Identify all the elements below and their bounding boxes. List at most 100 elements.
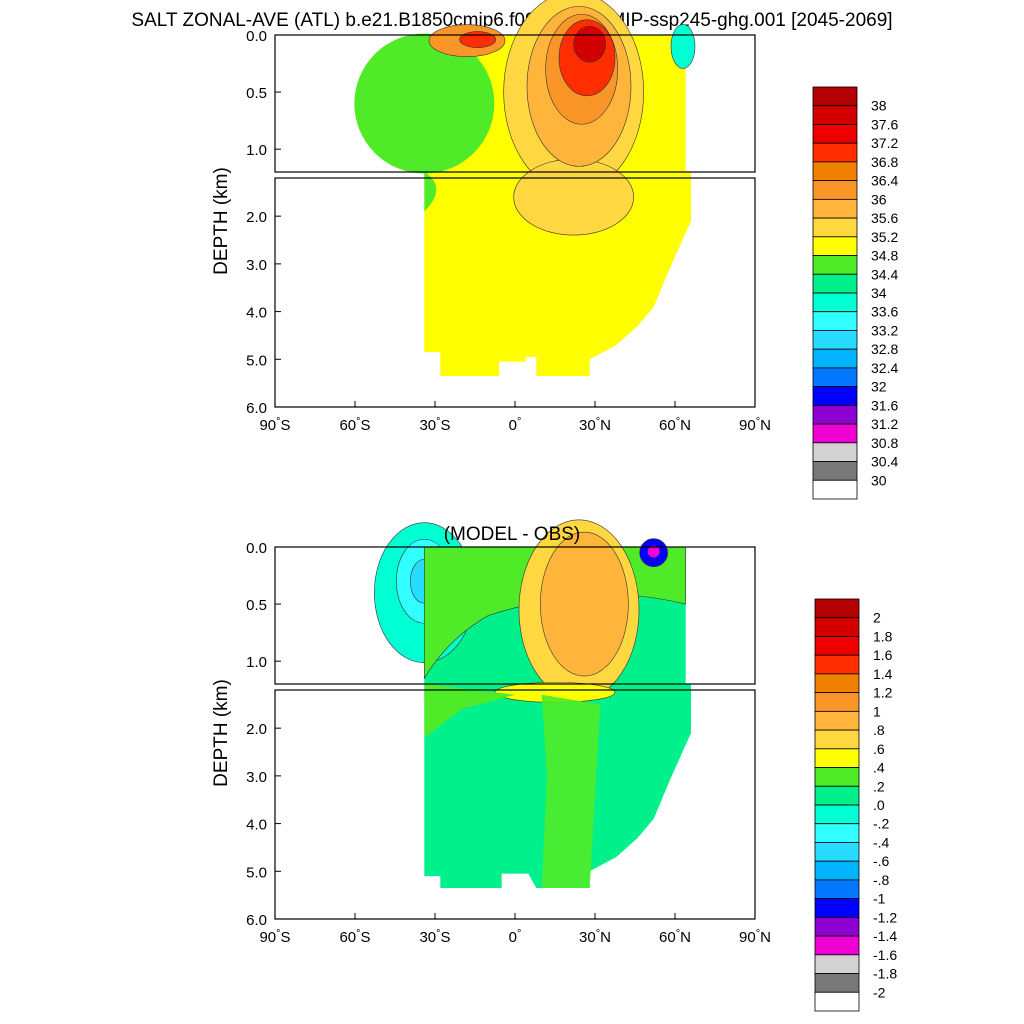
colorbar-swatch	[812, 386, 858, 406]
colorbar-label: -1.6	[873, 947, 897, 963]
colorbar-swatch	[812, 479, 858, 500]
colorbar-label: .4	[873, 760, 885, 776]
colorbar-label: -1.4	[873, 928, 897, 944]
negative-bias-arctic-core	[647, 545, 660, 558]
colorbar-swatch	[812, 161, 858, 182]
difference-panel-title: (MODEL - OBS)	[444, 524, 581, 545]
colorbar-swatch	[814, 617, 860, 637]
y-axis-label: DEPTH (km)	[211, 679, 232, 787]
fresh-intermediate-water	[354, 33, 495, 174]
colorbar-label: 36	[871, 191, 887, 207]
x-tick-label: 90°S	[259, 928, 290, 946]
colorbar-label: 31.2	[871, 416, 898, 432]
colorbar-swatch	[812, 292, 858, 313]
y-tick-label: 3.0	[246, 769, 267, 786]
colorbar-label: 1.8	[873, 628, 893, 644]
saline-region-deep	[513, 158, 634, 236]
colorbar-swatch	[814, 935, 860, 956]
colorbar-swatch	[812, 180, 858, 200]
colorbar-swatch	[812, 124, 858, 144]
colorbar-label: 34.4	[871, 266, 898, 282]
colorbar-swatch	[814, 804, 860, 825]
colorbar-swatch	[814, 710, 860, 731]
colorbar-label: 35.2	[871, 229, 898, 245]
x-tick-label: 60°S	[339, 416, 370, 434]
colorbar-label: .0	[873, 797, 885, 813]
colorbar-swatch	[812, 348, 858, 369]
x-tick-label: 30°N	[579, 416, 611, 434]
colorbar-swatch	[812, 105, 858, 125]
colorbar-label: 2	[873, 610, 881, 626]
positive-bias-1	[540, 531, 629, 677]
y-tick-label: 2.0	[246, 209, 267, 226]
x-tick-label: 90°N	[739, 928, 771, 946]
colorbar-swatch	[812, 404, 858, 425]
x-tick-label: 0°	[509, 928, 522, 946]
y-tick-label: 5.0	[246, 352, 267, 369]
colorbar-label: 1.2	[873, 685, 893, 701]
colorbar-label: 30	[871, 472, 887, 488]
colorbar-label: -1.8	[873, 966, 897, 982]
x-tick-label: 60°N	[659, 416, 691, 434]
y-tick-label: 6.0	[246, 912, 267, 929]
colorbar-swatch	[814, 598, 860, 619]
colorbar-swatch	[812, 142, 858, 163]
colorbar-swatch	[814, 991, 860, 1012]
saline-region-37-6	[573, 25, 606, 63]
y-tick-label: 0.0	[246, 540, 267, 557]
colorbar-label: 36.8	[871, 154, 898, 170]
colorbar-label: 1.4	[873, 666, 893, 682]
y-tick-label: 6.0	[246, 400, 267, 417]
colorbar-label: -.8	[873, 872, 890, 888]
colorbar-label: 30.8	[871, 435, 898, 451]
colorbar-swatch	[814, 692, 860, 712]
salinity-panel: 90°S 60°S 30°S 0° 30°N 60°N 90°N 0.0 0.5 1.0 2.0 3.…	[211, 0, 898, 500]
colorbar-swatch	[814, 654, 860, 675]
x-tick-label: 60°S	[339, 928, 370, 946]
colorbar-label: .8	[873, 722, 885, 738]
x-tick-label: 90°N	[739, 416, 771, 434]
colorbar-swatch	[812, 255, 858, 275]
upper-axes-frame	[274, 546, 756, 685]
colorbar-swatch	[814, 860, 860, 881]
colorbar-swatch	[814, 879, 860, 900]
y-tick-label: 4.0	[246, 817, 267, 834]
colorbar-swatch	[812, 461, 858, 481]
x-tick-label: 30°N	[579, 928, 611, 946]
colorbar-swatch	[814, 823, 860, 843]
colorbar-swatch	[812, 86, 858, 107]
colorbar-swatch	[812, 311, 858, 331]
x-tick-label: 90°S	[259, 416, 290, 434]
saline-region-south-core	[459, 31, 496, 48]
colorbar-label: -.2	[873, 816, 890, 832]
colorbar-label: 35.6	[871, 210, 898, 226]
colorbar-label: 34.8	[871, 248, 898, 264]
y-tick-label: 0.0	[246, 28, 267, 45]
colorbar-swatch	[814, 636, 860, 656]
x-tick-label: 30°S	[419, 416, 450, 434]
y-tick-label: 1.0	[246, 654, 267, 671]
colorbar-swatch	[814, 748, 860, 768]
colorbar-label: 1	[873, 703, 881, 719]
colorbar-label: -.4	[873, 834, 890, 850]
colorbar-swatch	[812, 442, 858, 462]
colorbar-label: .6	[873, 741, 885, 757]
colorbar-swatch	[812, 423, 858, 444]
colorbar-swatch	[812, 198, 858, 219]
colorbar-swatch	[814, 673, 860, 694]
y-axis-label: DEPTH (km)	[211, 167, 232, 275]
upper-axes-frame	[274, 34, 756, 173]
colorbar-swatch	[814, 954, 860, 974]
colorbar-label: -.6	[873, 853, 890, 869]
colorbar-label: 31.6	[871, 397, 898, 413]
positive-bias-abyssal	[541, 694, 601, 888]
colorbar-label: 1.6	[873, 647, 893, 663]
colorbar-swatch	[814, 842, 860, 862]
figure-title: SALT ZONAL-AVE (ATL) b.e21.B1850cmip6.f0…	[131, 10, 892, 31]
x-tick-label: 0°	[509, 416, 522, 434]
colorbar-label: .2	[873, 778, 885, 794]
lower-field	[424, 172, 691, 376]
colorbar-label: 33.2	[871, 322, 898, 338]
positive-bias-south	[424, 684, 515, 738]
